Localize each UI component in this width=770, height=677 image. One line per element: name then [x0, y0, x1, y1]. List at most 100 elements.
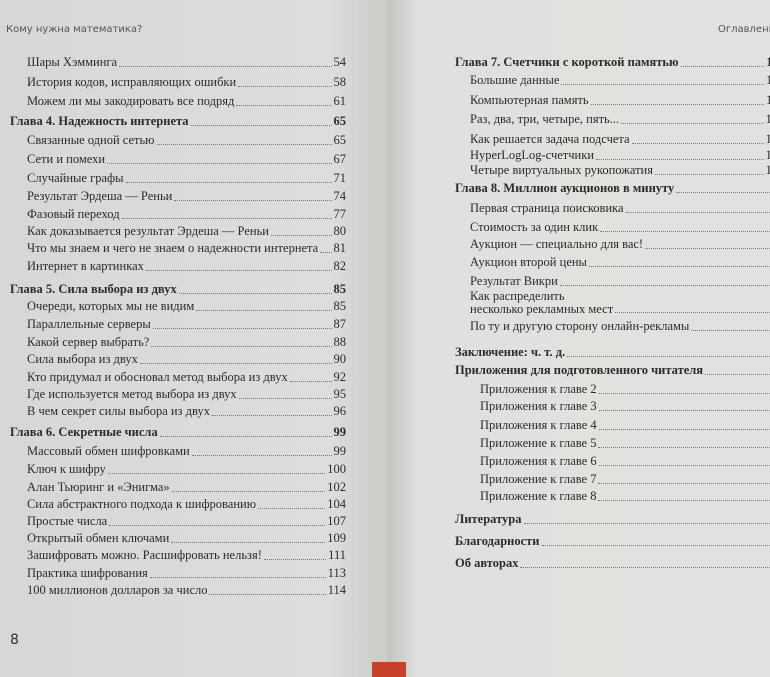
toc-entry: Как распределить несколько рекламных мес…	[470, 290, 770, 316]
toc-entry-title: Приложения к главе 4	[480, 418, 597, 432]
toc-entry: Шары Хэмминга 54	[27, 55, 346, 70]
dot-leader	[541, 545, 770, 546]
toc-entry-page: 92	[333, 370, 347, 384]
dot-leader	[211, 415, 332, 416]
toc-entry-page: 114	[327, 583, 346, 597]
toc-entry-title: Параллельные серверы	[27, 317, 151, 331]
toc-entry-title: Заключение: ч. т. д.	[455, 345, 566, 359]
dot-leader	[174, 200, 332, 201]
toc-entry-title: Стоимость за один клик	[470, 220, 599, 234]
toc-entry: Заключение: ч. т. д.	[455, 345, 770, 360]
toc-entry-title: Практика шифрования	[27, 566, 148, 580]
toc-entry: Практика шифрования 113	[27, 566, 346, 581]
toc-entry-page: 12	[765, 132, 770, 146]
toc-entry-page: 100	[327, 462, 346, 476]
toc-entry-title: Глава 6. Секретные числа	[10, 425, 158, 439]
toc-entry: Как доказывается результат Эрдеша — Рень…	[27, 224, 346, 239]
toc-entry-page: 65	[333, 133, 347, 147]
toc-entry-page: 96	[333, 404, 347, 418]
dot-leader	[588, 266, 770, 267]
dot-leader	[621, 123, 764, 124]
toc-entry-page: 88	[333, 335, 347, 349]
toc-entry: Очереди, которых мы не видим 85	[27, 299, 346, 314]
dot-leader	[107, 163, 332, 164]
toc-entry: Глава 4. Надежность интернета 65	[10, 114, 346, 129]
dot-leader	[171, 491, 326, 492]
dot-leader	[625, 212, 770, 213]
toc-entry-title: По ту и другую сторону онлайн-рекламы	[470, 319, 690, 333]
dot-leader	[598, 500, 770, 501]
toc-entry: Об авторах	[455, 556, 770, 571]
toc-entry-title: Шары Хэмминга	[27, 55, 118, 69]
dot-leader	[289, 381, 332, 382]
toc-entry-page: 99	[333, 425, 347, 439]
toc-entry-title: Массовый обмен шифровками	[27, 444, 190, 458]
toc-entry: В чем секрет силы выбора из двух 96	[27, 404, 346, 419]
toc-entry-title: Большие данные	[470, 73, 560, 87]
toc-entry-title: Приложение к главе 8	[480, 489, 597, 503]
dot-leader	[119, 66, 332, 67]
toc-entry-title: Компьютерная память	[470, 93, 589, 107]
toc-entry: Что мы знаем и чего не знаем о надежност…	[27, 241, 346, 256]
toc-entry-title: Как решается задача подсчета	[470, 132, 630, 146]
dot-leader	[190, 125, 332, 126]
toc-entry-page: 113	[327, 566, 346, 580]
toc-entry-page: 81	[333, 241, 347, 255]
toc-entry-title: Можем ли мы закодировать все подряд	[27, 94, 235, 108]
toc-entry: Приложение к главе 8	[480, 489, 770, 504]
dot-leader	[238, 86, 332, 87]
toc-entry: Приложение к главе 5	[480, 436, 770, 451]
toc-entry: Результат Викри1	[470, 274, 770, 289]
toc-entry-title: Кто придумал и обосновал метод выбора из…	[27, 370, 288, 384]
toc-entry-title: Раз, два, три, четыре, пять...	[470, 112, 620, 126]
dot-leader	[149, 577, 326, 578]
toc-entry-title: Об авторах	[455, 556, 519, 570]
toc-entry-title: Аукцион второй цены	[470, 255, 587, 269]
dot-leader	[139, 363, 332, 364]
toc-entry: Четыре виртуальных рукопожатия 12	[470, 163, 770, 178]
toc-entry: Результат Эрдеша — Реньи 74	[27, 189, 346, 204]
toc-entry-title: Сети и помехи	[27, 152, 106, 166]
toc-entry: Приложения к главе 3	[480, 399, 770, 414]
toc-entry-page: 99	[333, 444, 347, 458]
toc-entry-title: Первая страница поисковика	[470, 201, 624, 215]
toc-entry-page: 54	[333, 55, 347, 69]
toc-entry-title: История кодов, исправляющих ошибки	[27, 75, 237, 89]
toc-entry-title: Результат Эрдеша — Реньи	[27, 189, 173, 203]
toc-entry-title: Приложения к главе 6	[480, 454, 597, 468]
dot-leader	[236, 105, 332, 106]
toc-entry-page: 11	[765, 73, 770, 87]
toc-entry-title: Сила выбора из двух	[27, 352, 138, 366]
toc-entry-page: 61	[333, 94, 347, 108]
toc-entry-title: Сила абстрактного подхода к шифрованию	[27, 497, 257, 511]
toc-entry: Глава 5. Сила выбора из двух 85	[10, 282, 346, 297]
toc-entry-title: HyperLogLog-счетчики	[470, 148, 595, 162]
dot-leader	[645, 248, 770, 249]
dot-leader	[156, 144, 332, 145]
dot-leader	[523, 523, 770, 524]
toc-entry: Благодарности	[455, 534, 770, 549]
toc-entry: Какой сервер выбрать? 88	[27, 335, 346, 350]
red-bookmark-edge	[372, 662, 406, 677]
dot-leader	[680, 66, 765, 67]
toc-entry-page: 58	[333, 75, 347, 89]
dot-leader	[107, 473, 326, 474]
toc-entry: Глава 6. Секретные числа 99	[10, 425, 346, 440]
dot-leader	[559, 285, 770, 286]
toc-entry: Аукцион второй цены1	[470, 255, 770, 270]
dot-leader	[320, 252, 332, 253]
dot-leader	[270, 235, 332, 236]
toc-entry-title: Алан Тьюринг и «Энигма»	[27, 480, 170, 494]
toc-entry: Кто придумал и обосновал метод выбора из…	[27, 370, 346, 385]
dot-leader	[676, 192, 770, 193]
toc-entry: Первая страница поисковика1	[470, 201, 770, 216]
dot-leader	[567, 356, 770, 357]
toc-entry: Приложения к главе 4	[480, 418, 770, 433]
dot-leader	[191, 455, 332, 456]
dot-leader	[655, 174, 764, 175]
toc-entry-title: Ключ к шифру	[27, 462, 106, 476]
toc-entry: Глава 7. Счетчики с короткой памятью 11	[455, 55, 770, 70]
toc-entry: Где используется метод выбора из двух 95	[27, 387, 346, 402]
toc-entry-title: Приложение к главе 7	[480, 472, 597, 486]
toc-entry-title: Очереди, которых мы не видим	[27, 299, 195, 313]
